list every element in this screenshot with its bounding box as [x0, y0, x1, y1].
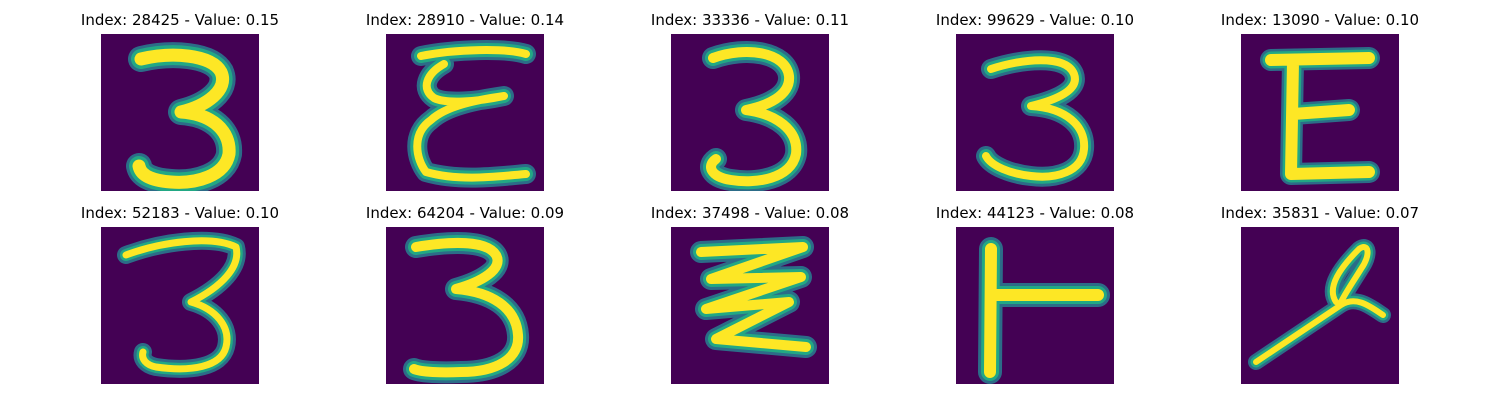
digit-image [101, 34, 259, 191]
panel-title: Index: 64204 - Value: 0.09 [365, 204, 565, 222]
panel-title: Index: 99629 - Value: 0.10 [935, 11, 1135, 29]
digit-3-glyph [976, 50, 1095, 187]
digit-panel-1: Index: 28425 - Value: 0.15 [70, 10, 290, 200]
digit-panel-7: Index: 64204 - Value: 0.09 [355, 203, 575, 393]
digit-panel-9: Index: 44123 - Value: 0.08 [925, 203, 1145, 393]
digit-panel-5: Index: 13090 - Value: 0.10 [1210, 10, 1430, 200]
digit-3-glyph [690, 236, 817, 358]
digit-panel-6: Index: 52183 - Value: 0.10 [70, 203, 290, 393]
digit-image [956, 34, 1114, 191]
panel-title: Index: 35831 - Value: 0.07 [1220, 204, 1420, 222]
digit-image [386, 34, 544, 191]
digit-panel-8: Index: 37498 - Value: 0.08 [640, 203, 860, 393]
digit-panel-4: Index: 99629 - Value: 0.10 [925, 10, 1145, 200]
digit-e-glyph [1260, 47, 1380, 185]
panel-title: Index: 44123 - Value: 0.08 [935, 204, 1135, 222]
digit-image [671, 227, 829, 384]
digit-t-glyph [978, 237, 1110, 384]
digit-panel-10: Index: 35831 - Value: 0.07 [1210, 203, 1430, 393]
digit-panel-2: Index: 28910 - Value: 0.14 [355, 10, 575, 200]
digit-image [671, 34, 829, 191]
panel-title: Index: 52183 - Value: 0.10 [80, 204, 280, 222]
digit-3-glyph [117, 231, 246, 378]
digit-image [101, 227, 259, 384]
digit-image [1241, 34, 1399, 191]
panel-title: Index: 13090 - Value: 0.10 [1220, 11, 1420, 29]
digit-panel-3: Index: 33336 - Value: 0.11 [640, 10, 860, 200]
panel-title: Index: 28425 - Value: 0.15 [80, 11, 280, 29]
digit-image [1241, 227, 1399, 384]
digit-image [956, 227, 1114, 384]
digit-3-glyph [126, 42, 243, 191]
digit-3-glyph [407, 40, 536, 188]
digit-3-glyph [700, 41, 808, 191]
panel-title: Index: 37498 - Value: 0.08 [650, 204, 850, 222]
digit-3-glyph [403, 232, 530, 384]
panel-title: Index: 28910 - Value: 0.14 [365, 11, 565, 29]
panel-title: Index: 33336 - Value: 0.11 [650, 11, 850, 29]
digit-image [386, 227, 544, 384]
digit-4-glyph [1248, 239, 1391, 370]
